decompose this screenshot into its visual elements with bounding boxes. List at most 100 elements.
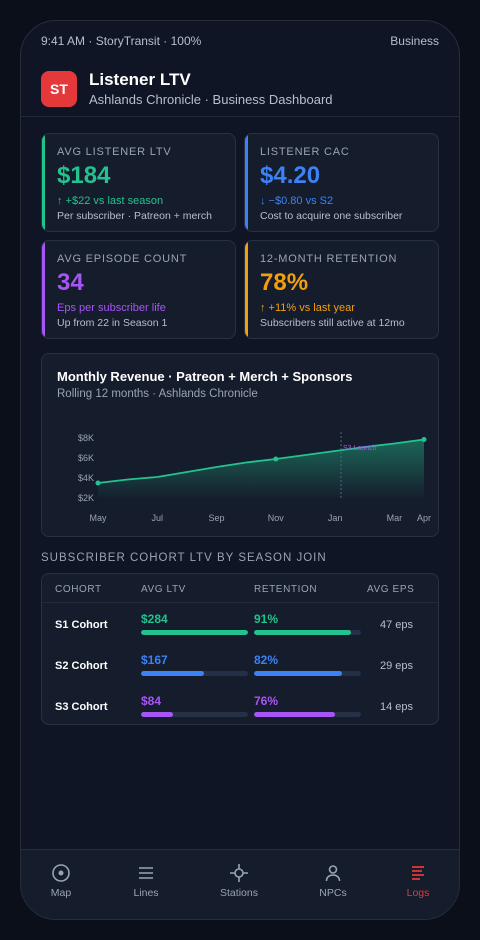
stat-delta: Eps per subscriber life xyxy=(57,302,166,314)
retention-bar-fill xyxy=(254,712,336,717)
stat-card-cac[interactable]: LISTENER CAC $4.20 ↓ −$0.80 vs S2 Cost t… xyxy=(244,133,439,232)
person-icon xyxy=(325,865,341,882)
data-point xyxy=(95,480,101,486)
cohort-ltv: $84 xyxy=(141,694,162,708)
x-tick-label: Jul xyxy=(152,513,164,523)
chart-subtitle: Rolling 12 months · Ashlands Chronicle xyxy=(57,388,258,400)
status-bar: 9:41 AM · StoryTransit · 100% Business xyxy=(21,21,459,61)
table-row[interactable]: S1 Cohort $284 91% 47 eps xyxy=(42,604,438,645)
stat-card-retention[interactable]: 12-MONTH RETENTION 78% ↑ +11% vs last ye… xyxy=(244,240,439,339)
cohort-retention: 82% xyxy=(254,653,279,667)
stat-delta: ↓ −$0.80 vs S2 xyxy=(260,195,334,207)
cohort-eps: 29 eps xyxy=(380,660,414,672)
ltv-bar-track xyxy=(141,630,248,635)
retention-bar-fill xyxy=(254,630,352,635)
x-tick-label: Jan xyxy=(328,513,343,523)
x-tick-label: Mar xyxy=(387,513,403,523)
stat-card-ltv[interactable]: AVG LISTENER LTV $184 ↑ +$22 vs last sea… xyxy=(41,133,236,232)
stat-note: Cost to acquire one subscriber xyxy=(260,210,403,222)
cohort-eps: 47 eps xyxy=(380,619,414,631)
table-header-row: COHORT AVG LTV RETENTION AVG EPS xyxy=(42,574,438,603)
chart-title: Monthly Revenue · Patreon + Merch + Spon… xyxy=(57,369,353,384)
stat-delta: ↑ +11% vs last year xyxy=(260,302,355,314)
bottom-tab-bar: Map Lines Stations NPCs Logs xyxy=(21,849,459,919)
cohort-ltv: $167 xyxy=(141,653,168,667)
data-point xyxy=(273,456,279,462)
stat-label: 12-MONTH RETENTION xyxy=(260,253,398,265)
cohort-name: S3 Cohort xyxy=(55,701,108,713)
stat-value: $184 xyxy=(57,162,111,189)
cohort-name: S2 Cohort xyxy=(55,660,108,672)
annotation-label: S3 Launch xyxy=(343,445,377,452)
y-tick-label: $4K xyxy=(78,473,94,483)
cohort-ltv: $284 xyxy=(141,612,168,626)
page-title: Listener LTV xyxy=(89,70,191,89)
tab-map[interactable]: Map xyxy=(21,850,101,919)
y-tick-label: $2K xyxy=(78,493,94,503)
col-header-cohort: COHORT xyxy=(55,584,102,595)
stat-value: 34 xyxy=(57,269,84,296)
page-subtitle: Ashlands Chronicle · Business Dashboard xyxy=(89,92,333,107)
tab-logs[interactable]: Logs xyxy=(378,850,458,919)
stat-value: $4.20 xyxy=(260,162,321,189)
stat-delta: ↑ +$22 vs last season xyxy=(57,195,164,207)
retention-bar-track xyxy=(254,630,361,635)
stat-label: LISTENER CAC xyxy=(260,146,350,158)
retention-bar-track xyxy=(254,671,361,676)
ltv-bar-track xyxy=(141,712,248,717)
tab-label: Map xyxy=(50,887,72,899)
stat-note: Up from 22 in Season 1 xyxy=(57,317,168,329)
tab-label: Logs xyxy=(406,887,430,899)
cohort-retention: 91% xyxy=(254,612,279,626)
app-logo: ST xyxy=(41,70,77,107)
tab-label: Stations xyxy=(220,887,258,899)
series-line xyxy=(97,438,425,484)
col-header-eps: AVG EPS xyxy=(367,584,415,595)
tab-npcs[interactable]: NPCs xyxy=(293,850,373,919)
stat-note: Per subscriber · Patreon + merch xyxy=(57,210,212,222)
revenue-chart: $8K $6K $4K $2K S3 Launch May Jul Sep Nov Jan Mar A… xyxy=(78,432,431,523)
retention-bar-fill xyxy=(254,671,342,676)
retention-bar-track xyxy=(254,712,361,717)
table-row[interactable]: S3 Cohort $84 76% 14 eps xyxy=(42,686,438,724)
cohort-section-title: SUBSCRIBER COHORT LTV BY SEASON JOIN xyxy=(41,552,327,564)
cohort-table: COHORT AVG LTV RETENTION AVG EPS S1 Coho… xyxy=(41,573,439,725)
ltv-bar-track xyxy=(141,671,248,676)
x-tick-label: Sep xyxy=(209,513,225,523)
stat-grid: AVG LISTENER LTV $184 ↑ +$22 vs last sea… xyxy=(41,133,439,339)
cohort-eps: 14 eps xyxy=(380,701,414,713)
ltv-bar-fill xyxy=(141,712,174,717)
lines-icon xyxy=(139,867,153,879)
ltv-bar-fill xyxy=(141,630,248,635)
tab-stations[interactable]: Stations xyxy=(199,850,279,919)
app-header: ST Listener LTV Ashlands Chronicle · Bus… xyxy=(21,61,459,117)
x-tick-label: Nov xyxy=(268,513,285,523)
map-icon xyxy=(52,864,70,882)
stat-value: 78% xyxy=(260,269,309,296)
ltv-bar-fill xyxy=(141,671,205,676)
stat-card-episodes[interactable]: AVG EPISODE COUNT 34 Eps per subscriber … xyxy=(41,240,236,339)
tab-lines[interactable]: Lines xyxy=(106,850,186,919)
tab-label: Lines xyxy=(133,887,159,899)
status-right: Business xyxy=(390,34,439,48)
stat-label: AVG EPISODE COUNT xyxy=(57,253,188,265)
revenue-chart-card: $8K $6K $4K $2K S3 Launch May Jul Sep Nov Jan Mar A… xyxy=(41,353,439,537)
series-area xyxy=(98,439,424,498)
stat-note: Subscribers still active at 12mo xyxy=(260,317,405,329)
data-point xyxy=(421,437,427,442)
phone-frame: 9:41 AM · StoryTransit · 100% Business S… xyxy=(20,20,460,920)
cohort-retention: 76% xyxy=(254,694,279,708)
cohort-name: S1 Cohort xyxy=(55,619,108,631)
status-left: 9:41 AM · StoryTransit · 100% xyxy=(41,34,202,48)
table-row[interactable]: S2 Cohort $167 82% 29 eps xyxy=(42,645,438,686)
col-header-retention: RETENTION xyxy=(254,584,318,595)
logs-icon xyxy=(412,866,424,880)
tab-label: NPCs xyxy=(319,887,347,899)
y-tick-label: $8K xyxy=(78,433,94,443)
stat-label: AVG LISTENER LTV xyxy=(57,146,172,158)
x-tick-label: May xyxy=(89,513,107,523)
y-tick-label: $6K xyxy=(78,453,94,463)
stations-icon xyxy=(230,864,248,882)
x-tick-label: Apr xyxy=(417,513,431,523)
col-header-ltv: AVG LTV xyxy=(141,584,186,595)
